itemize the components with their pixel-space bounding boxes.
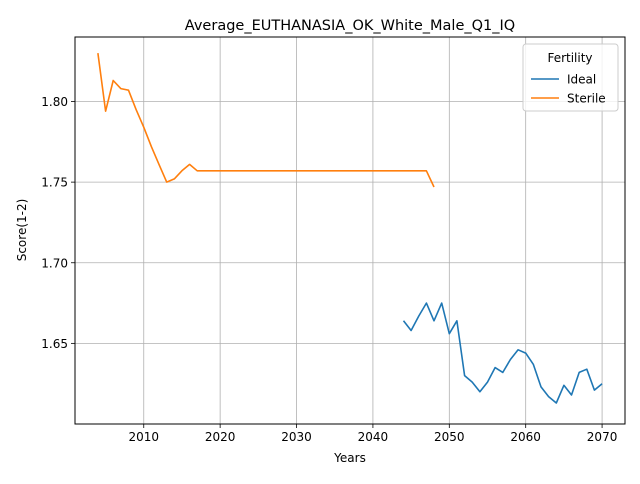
plot-frame — [74, 36, 626, 425]
x-tick-label: 2060 — [510, 430, 541, 444]
x-axis-label: Years — [333, 451, 366, 465]
y-axis: 1.65 1.70 1.75 1.80 — [41, 95, 75, 351]
x-tick-label: 2070 — [587, 430, 618, 444]
x-axis: 2010 2020 2030 2040 2050 2060 2070 — [128, 424, 617, 444]
x-tick-label: 2030 — [281, 430, 312, 444]
legend: Fertility Ideal Sterile — [522, 43, 619, 112]
x-tick-label: 2040 — [358, 430, 389, 444]
series-line-ideal — [402, 302, 603, 404]
series-lines — [97, 52, 603, 404]
x-tick-label: 2010 — [128, 430, 159, 444]
y-tick-label: 1.70 — [41, 256, 68, 270]
series-line-sterile — [97, 52, 435, 188]
legend-label-ideal: Ideal — [567, 73, 596, 87]
x-tick-label: 2050 — [434, 430, 465, 444]
y-axis-label: Score(1-2) — [15, 199, 29, 262]
y-tick-label: 1.75 — [41, 176, 68, 190]
legend-title: Fertility — [547, 51, 592, 65]
x-tick-label: 2020 — [205, 430, 236, 444]
y-tick-label: 1.80 — [41, 95, 68, 109]
chart-title: Average_EUTHANASIA_OK_White_Male_Q1_IQ — [185, 18, 515, 34]
legend-label-sterile: Sterile — [567, 92, 606, 106]
legend-box — [522, 43, 619, 112]
y-tick-label: 1.65 — [41, 337, 68, 351]
